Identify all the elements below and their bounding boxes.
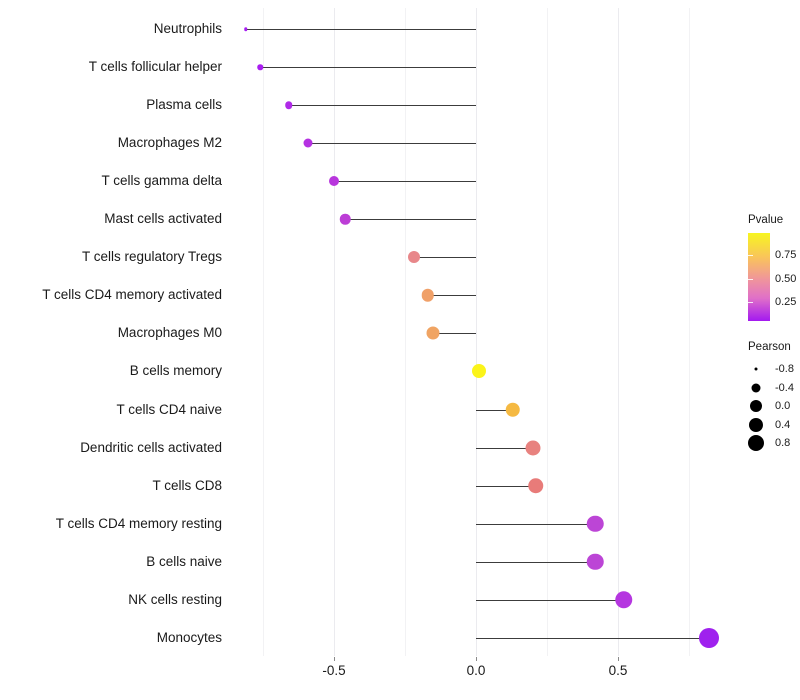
legend-size-label: -0.4 [775,381,794,394]
lollipop-stem [288,105,476,107]
colorbar-tick-label: 0.50 [775,273,797,285]
lollipop-stem [433,333,476,335]
gridline-major [476,8,477,656]
lollipop-stem [476,523,596,525]
y-axis-label: T cells follicular helper [88,59,222,75]
colorbar-tick-label: 0.25 [775,296,797,308]
lollipop-stem [476,599,624,601]
gridline-major [618,8,619,656]
colorbar-tick [748,279,753,280]
lollipop-dot[interactable] [303,138,313,148]
lollipop-stem [260,67,476,69]
y-axis-label: Dendritic cells activated [80,439,222,455]
y-axis-label: T cells CD4 naive [116,401,222,417]
legend-size-row: 0.8 [745,434,791,453]
lollipop-dot[interactable] [587,515,604,532]
legend-size-dot [751,383,761,393]
lollipop-stem [476,637,709,639]
lollipop-dot[interactable] [426,326,440,340]
y-axis-label: T cells gamma delta [101,173,222,189]
y-axis-label: Neutrophils [153,21,222,36]
x-tick-mark [618,657,619,661]
lollipop-stem [334,181,476,183]
y-axis-label: Plasma cells [146,97,222,113]
lollipop-dot[interactable] [244,27,248,31]
lollipop-dot[interactable] [527,477,544,494]
plot-panel [229,8,730,656]
lollipop-stem [245,29,476,30]
legend-pvalue-title: Pvalue [748,214,784,226]
legend-pearson-items: -0.8 -0.4 0.0 0.4 0.8 [745,360,794,453]
pvalue-colorbar [748,233,770,321]
lollipop-dot[interactable] [407,251,420,264]
legend-pearson: Pearson -0.8 -0.4 0.0 0.4 0.8 [745,341,794,453]
gridline-minor [263,8,264,656]
y-axis-label: Monocytes [156,629,222,645]
legend-size-label: -0.8 [775,363,794,376]
lollipop-dot[interactable] [614,591,633,609]
x-tick-mark [476,657,477,661]
x-tick-label: 0.0 [466,663,486,678]
legend-size-dot [748,435,764,452]
legend-size-label: 0.0 [775,400,791,413]
x-tick-label: -0.5 [322,663,346,678]
lollipop-stem [476,561,596,563]
lollipop-dot[interactable] [284,101,293,109]
y-axis-label: T cells CD4 memory resting [55,515,222,531]
gridline-major [334,8,335,656]
lollipop-dot[interactable] [421,289,434,302]
legend-pvalue: Pvalue 0.75 0.50 0.25 [745,214,800,325]
lollipop-stem [427,295,476,297]
y-axis-label: T cells CD8 [152,477,222,493]
y-axis-label: T cells regulatory Tregs [81,249,222,265]
legend-size-label: 0.4 [775,418,791,431]
y-axis-label: Mast cells activated [104,211,222,227]
lollipop-stem [476,485,536,487]
lollipop-stem [476,409,513,411]
y-axis-label: Macrophages M2 [117,135,222,151]
lollipop-dot[interactable] [698,627,719,648]
lollipop-dot[interactable] [471,364,486,379]
colorbar-tick [748,255,753,256]
legend-size-row: 0.4 [745,416,791,435]
colorbar-tick-label: 0.75 [775,249,797,261]
x-tick-label: 0.5 [608,663,628,678]
pvalue-colorbar-wrap: 0.75 0.50 0.25 [745,233,800,325]
y-axis-label: Macrophages M0 [117,325,222,341]
lollipop-dot[interactable] [587,553,604,570]
y-axis-label: B cells memory [129,363,222,379]
y-axis-label: T cells CD4 memory activated [42,287,222,303]
y-axis-label: B cells naive [146,553,222,569]
colorbar-tick [748,302,753,303]
lollipop-dot[interactable] [340,214,351,225]
y-axis: Neutrophils T cells follicular helper Plas… [0,0,222,700]
legend-size-label: 0.8 [775,437,791,450]
x-tick-mark [334,657,335,661]
lollipop-stem [345,219,476,221]
lollipop-stem [308,143,476,145]
legend-pearson-title: Pearson [748,341,791,353]
lollipop-dot[interactable] [257,64,263,70]
lollipop-stem [476,447,533,449]
lollipop-dot[interactable] [329,176,339,187]
legend-size-row: -0.8 [745,360,794,379]
legend-size-row: 0.0 [745,397,791,416]
legend-size-dot [749,417,763,432]
lollipop-dot[interactable] [525,440,541,456]
gridline-minor [547,8,548,656]
gridline-minor [405,8,406,656]
gridline-minor [689,8,690,656]
legend-size-row: -0.4 [745,379,794,398]
lollipop-dot[interactable] [505,402,521,417]
lollipop-stem [413,257,476,259]
y-axis-label: NK cells resting [128,591,222,607]
legend-size-dot [754,367,758,371]
legend-size-dot [750,400,762,413]
